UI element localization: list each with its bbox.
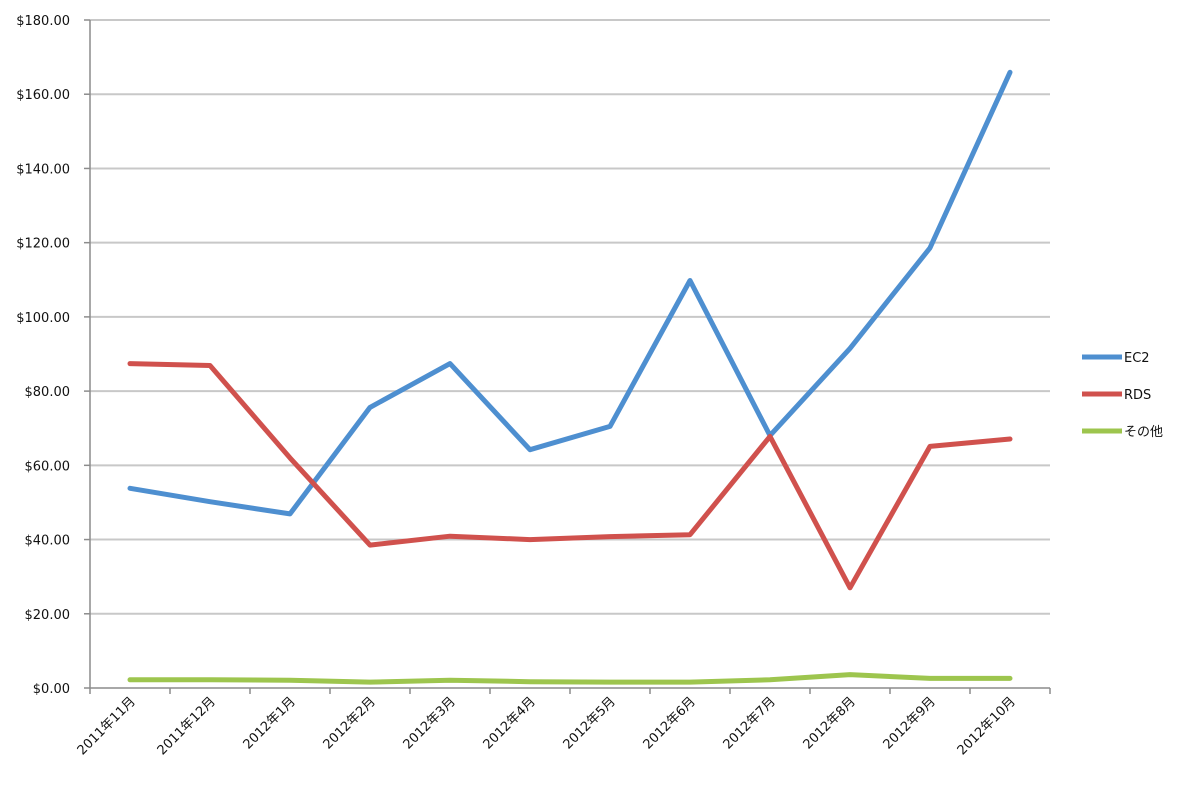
x-tick-label: 2011年11月 [75, 694, 139, 758]
legend: EC2 RDS その他 [1082, 351, 1163, 440]
y-tick-label: $0.00 [33, 682, 70, 697]
series-line-2 [127, 672, 1013, 685]
y-tick-label: $20.00 [25, 608, 71, 623]
y-tick-label: $160.00 [16, 88, 70, 103]
x-tick-label: 2012年8月 [801, 694, 859, 752]
x-tick-label: 2012年5月 [561, 694, 619, 752]
x-tick-label: 2012年4月 [481, 694, 539, 752]
legend-label: RDS [1124, 388, 1151, 403]
legend-label: EC2 [1124, 351, 1150, 366]
x-tick-label: 2012年6月 [641, 694, 699, 752]
y-tick-label: $100.00 [16, 311, 70, 326]
x-tick-label: 2012年9月 [881, 694, 939, 752]
gridlines [90, 19, 1050, 615]
y-axis-tick-labels: $0.00 $20.00 $40.00 $60.00 $80.00 $100.00 $120… [16, 14, 70, 697]
x-tick-label: 2011年12月 [155, 694, 219, 758]
x-tick-label: 2012年1月 [241, 694, 299, 752]
x-tick-label: 2012年2月 [321, 694, 379, 752]
y-tick-label: $180.00 [16, 14, 70, 29]
x-tick-label: 2012年3月 [401, 694, 459, 752]
y-tick-label: $40.00 [25, 534, 71, 549]
y-tick-label: $140.00 [16, 162, 70, 177]
y-tick-label: $80.00 [25, 385, 71, 400]
series-line-1 [127, 361, 1013, 591]
y-tick-label: $120.00 [16, 237, 70, 252]
axes [84, 19, 1051, 694]
series-line-0 [127, 69, 1013, 517]
series-lines [127, 69, 1013, 685]
x-tick-label: 2012年10月 [955, 694, 1019, 758]
x-axis-tick-labels: 2011年11月 2011年12月 2012年1月 2012年2月 2012年3月 201… [75, 694, 1019, 758]
x-tick-label: 2012年7月 [721, 694, 779, 752]
y-tick-label: $60.00 [25, 459, 71, 474]
legend-label: その他 [1124, 425, 1163, 440]
